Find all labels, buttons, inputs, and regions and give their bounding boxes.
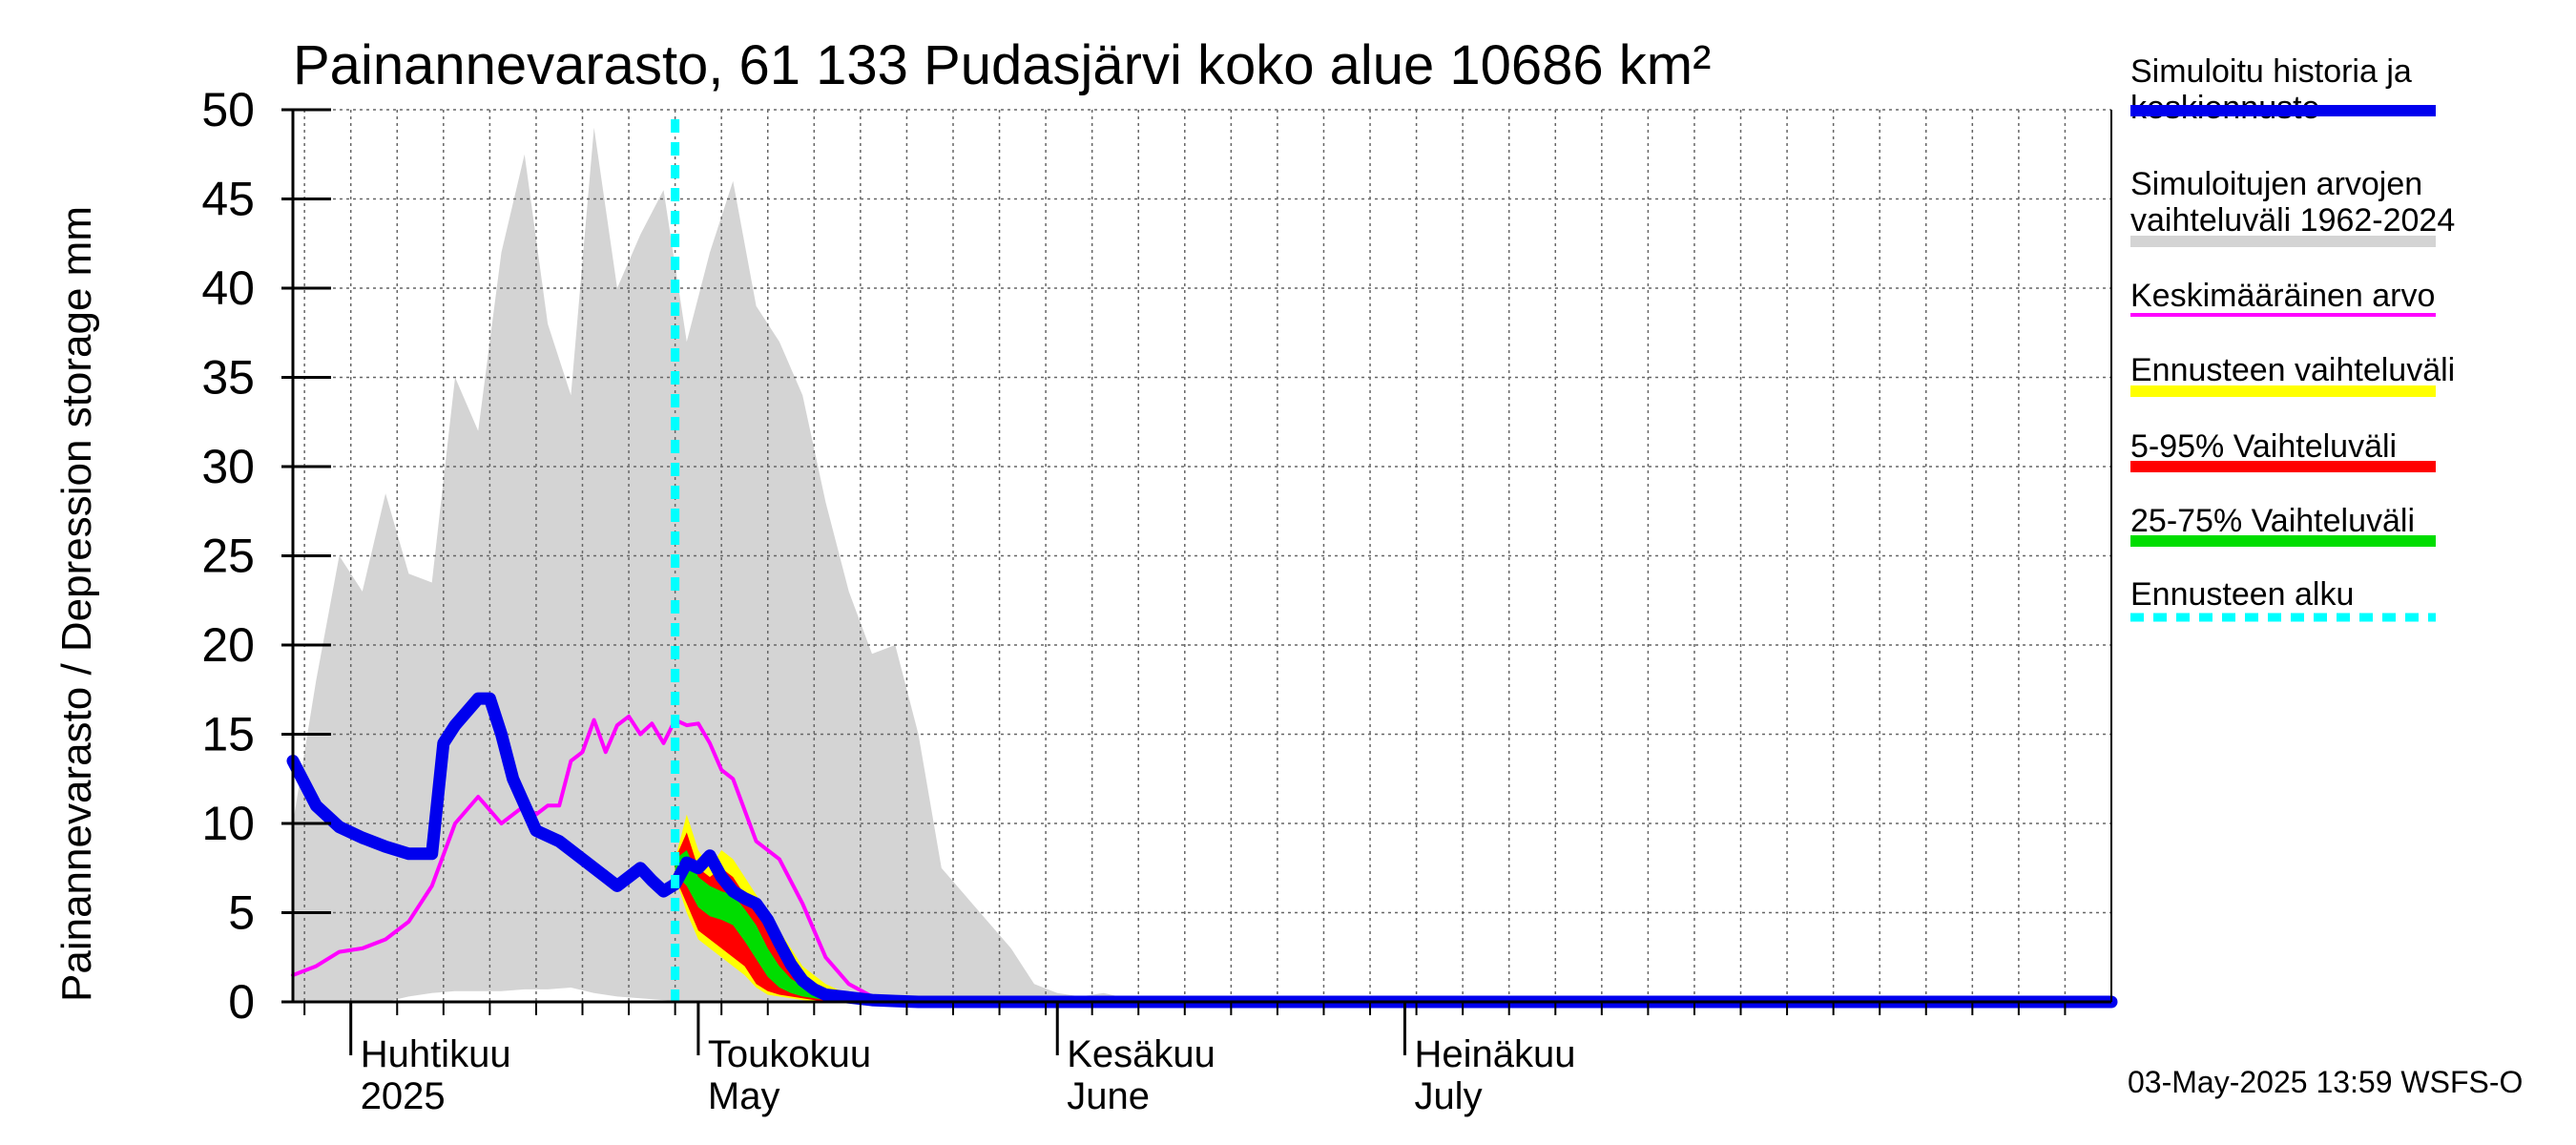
legend-label: 25-75% Vaihteluväli — [2130, 503, 2415, 539]
y-tick-label: 45 — [201, 173, 255, 226]
legend-label: Ennusteen alku — [2130, 576, 2354, 613]
x-month-sublabel: July — [1414, 1075, 1482, 1117]
y-tick-label: 35 — [201, 351, 255, 405]
y-tick-label: 20 — [201, 618, 255, 672]
legend-label: Keskimääräinen arvo — [2130, 278, 2435, 314]
legend-label: Ennusteen vaihteluväli — [2130, 352, 2455, 388]
mean-value-line — [291, 714, 2113, 1004]
x-month-sublabel: June — [1067, 1075, 1150, 1117]
y-tick-label: 5 — [228, 886, 255, 940]
y-tick-label: 50 — [201, 83, 255, 136]
x-month-label: Heinäkuu — [1414, 1033, 1575, 1075]
y-tick-label: 10 — [201, 797, 255, 850]
plot-area: 05101520253035404550Huhtikuu2025Toukokuu… — [201, 83, 2118, 1117]
x-month-sublabel: 2025 — [361, 1075, 446, 1117]
simulated-range-area — [293, 127, 1196, 1002]
timestamp-label: 03-May-2025 13:59 WSFS-O — [2128, 1065, 2523, 1099]
y-tick-label: 40 — [201, 261, 255, 315]
x-month-sublabel: May — [708, 1075, 780, 1117]
legend-label: vaihteluväli 1962-2024 — [2130, 202, 2455, 239]
simulated-forecast-line — [286, 692, 2118, 1009]
chart-title: Painannevarasto, 61 133 Pudasjärvi koko … — [293, 34, 1711, 96]
y-tick-label: 25 — [201, 530, 255, 583]
p25-75-range-area — [675, 850, 872, 1002]
legend-label: Simuloitujen arvojen — [2130, 166, 2422, 202]
p5-95-range-area — [675, 832, 896, 1002]
x-month-label: Kesäkuu — [1067, 1033, 1215, 1075]
y-tick-label: 0 — [228, 975, 255, 1029]
y-tick-label: 15 — [201, 708, 255, 761]
x-month-label: Toukokuu — [708, 1033, 871, 1075]
x-month-label: Huhtikuu — [361, 1033, 511, 1075]
legend-label: Simuloitu historia ja — [2130, 53, 2412, 90]
legend: Simuloitu historia jakeskiennusteSimuloi… — [2130, 53, 2455, 622]
y-tick-label: 30 — [201, 440, 255, 493]
legend-label: 5-95% Vaihteluväli — [2130, 428, 2397, 465]
y-axis-label: Painannevarasto / Depression storage mm — [53, 206, 100, 1002]
